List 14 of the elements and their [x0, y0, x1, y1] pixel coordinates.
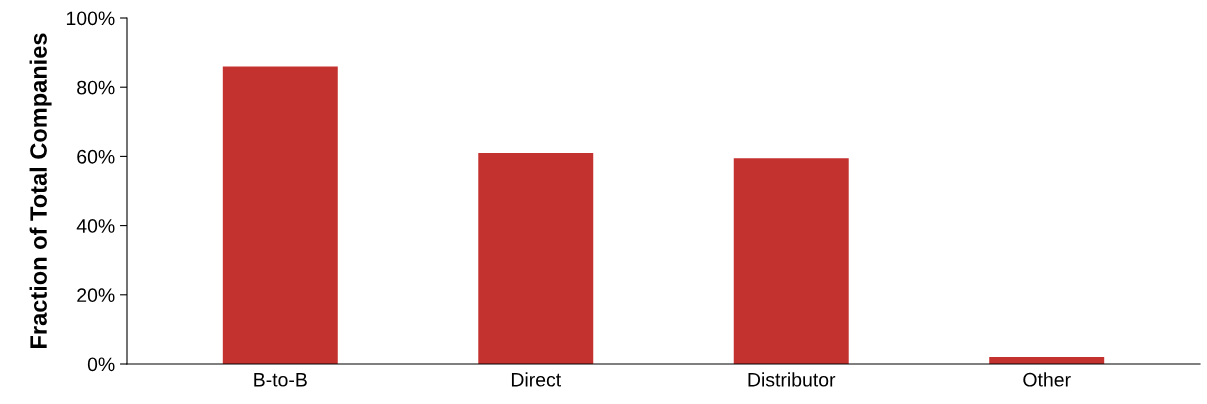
y-tick-label: 60% — [77, 149, 115, 164]
x-tick-label: B-to-B — [254, 373, 307, 387]
bar — [733, 158, 849, 364]
y-tick-label: 40% — [76, 219, 115, 233]
y-tick-label: 20% — [77, 288, 115, 303]
bar — [478, 152, 594, 364]
y-axis-title: Fraction of Total Companies — [29, 33, 52, 348]
x-tick-label: Distributor — [748, 372, 836, 387]
x-tick-label: Direct — [511, 372, 562, 387]
y-tick-label: 100% — [66, 11, 115, 26]
bar — [222, 66, 338, 364]
y-tick-label: 0% — [87, 357, 115, 372]
y-tick-label: 80% — [77, 80, 115, 95]
x-tick-label: Other — [1023, 372, 1071, 387]
